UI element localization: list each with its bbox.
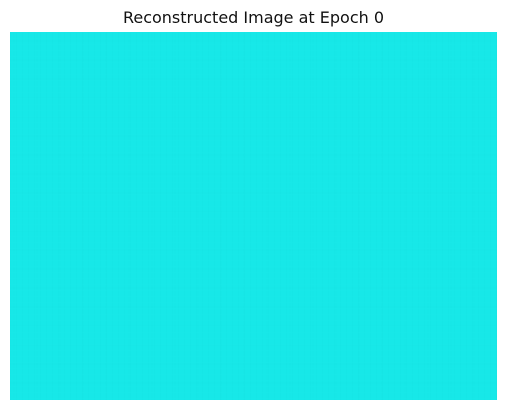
reconstructed-image	[10, 32, 497, 400]
image-noise	[10, 32, 497, 400]
reconstructed-image-canvas	[10, 32, 497, 400]
figure-title: Reconstructed Image at Epoch 0	[122, 8, 385, 27]
